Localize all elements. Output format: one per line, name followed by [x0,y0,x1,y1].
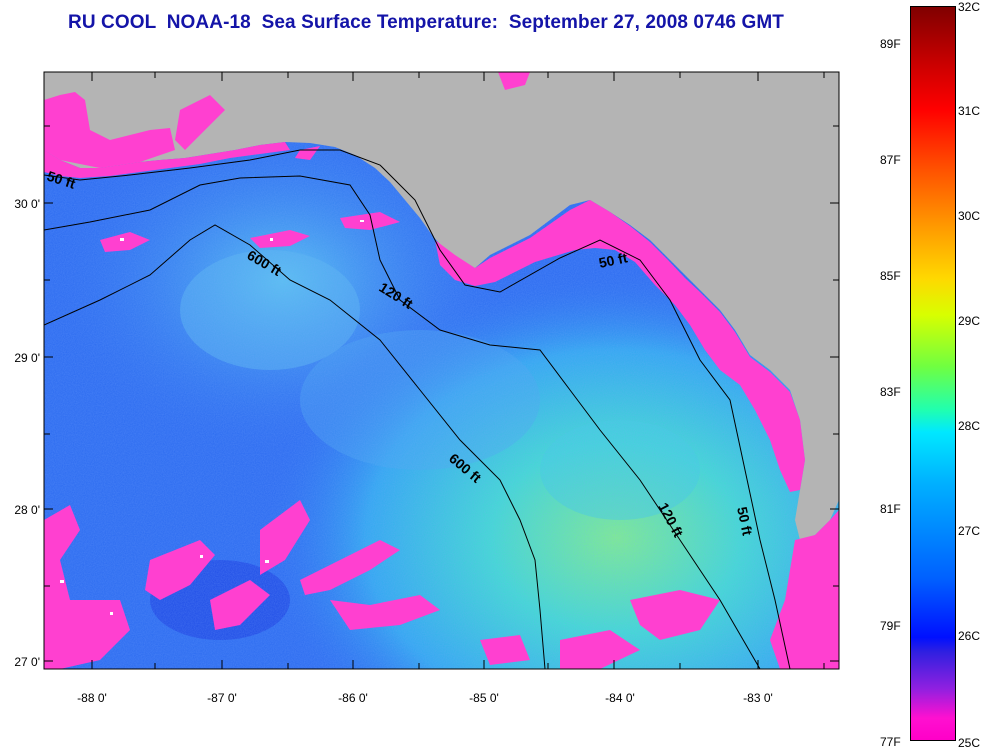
colorbar-f-label: 89F [880,37,901,51]
contour-label: 50 ft [734,505,756,537]
lon-tick-label: -87 0' [207,691,237,705]
lon-tick-label: -84 0' [605,691,635,705]
colorbar-f-label: 87F [880,153,901,167]
colorbar-c-label: 28C [958,419,981,433]
colorbar-c-label: 26C [958,629,981,643]
colorbar-c-label: 29C [958,314,981,328]
lon-tick-label: -83 0' [743,691,773,705]
colorbar-c-label: 27C [958,524,981,538]
colorbar-f-label: 83F [880,385,901,399]
colorbar-c-label: 31C [958,104,981,118]
lon-tick-label: -88 0' [77,691,107,705]
temperature-colorbar [910,6,956,741]
colorbar-f-label: 81F [880,502,901,516]
map-title: RU COOL NOAA-18 Sea Surface Temperature:… [68,12,784,33]
contour-120ft-line [44,175,761,669]
colorbar-f-label: 85F [880,269,901,283]
land-area [44,72,839,540]
colorbar-c-label: 32C [958,0,981,14]
lat-tick-label: 30 0' [14,197,40,211]
lat-tick-label: 28 0' [14,503,40,517]
contour-600ft-line [44,224,546,669]
lon-tick-label: -86 0' [338,691,368,705]
coastal-cold-band [44,142,290,178]
colorbar-c-label: 30C [958,209,981,223]
lon-tick-label: -85 0' [469,691,499,705]
colorbar-c-label: 25C [958,736,981,750]
colorbar-f-label: 77F [880,735,901,749]
lat-tick-label: 29 0' [14,351,40,365]
axis-ticks [44,72,839,669]
lat-tick-label: 27 0' [14,655,40,669]
contour-50ft-line [44,149,791,669]
contour-label: 50 ft [597,249,629,271]
colorbar-f-label: 79F [880,619,901,633]
